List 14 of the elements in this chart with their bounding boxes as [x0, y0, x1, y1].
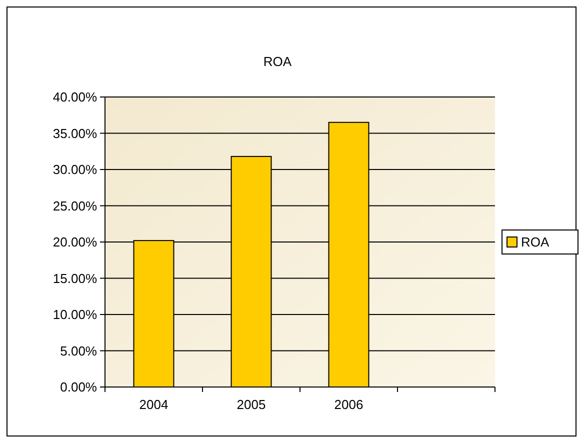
x-tick-label: 2006 — [334, 397, 364, 412]
y-tick-label: 20.00% — [52, 234, 98, 250]
y-tick-label: 35.00% — [52, 126, 98, 141]
x-tick-label: 2004 — [139, 397, 168, 412]
y-tick-label: 40.00% — [52, 90, 98, 105]
legend-label: ROA — [521, 234, 550, 250]
y-tick-label: 5.00% — [60, 343, 98, 358]
chart-title: ROA — [263, 54, 292, 69]
y-tick-label: 0.00% — [60, 380, 98, 395]
x-tick-label: 2005 — [236, 397, 266, 412]
y-tick-label: 25.00% — [52, 198, 98, 214]
y-tick-label: 10.00% — [52, 307, 98, 322]
y-tick-label: 15.00% — [52, 270, 98, 286]
y-tick-label: 30.00% — [52, 162, 98, 178]
